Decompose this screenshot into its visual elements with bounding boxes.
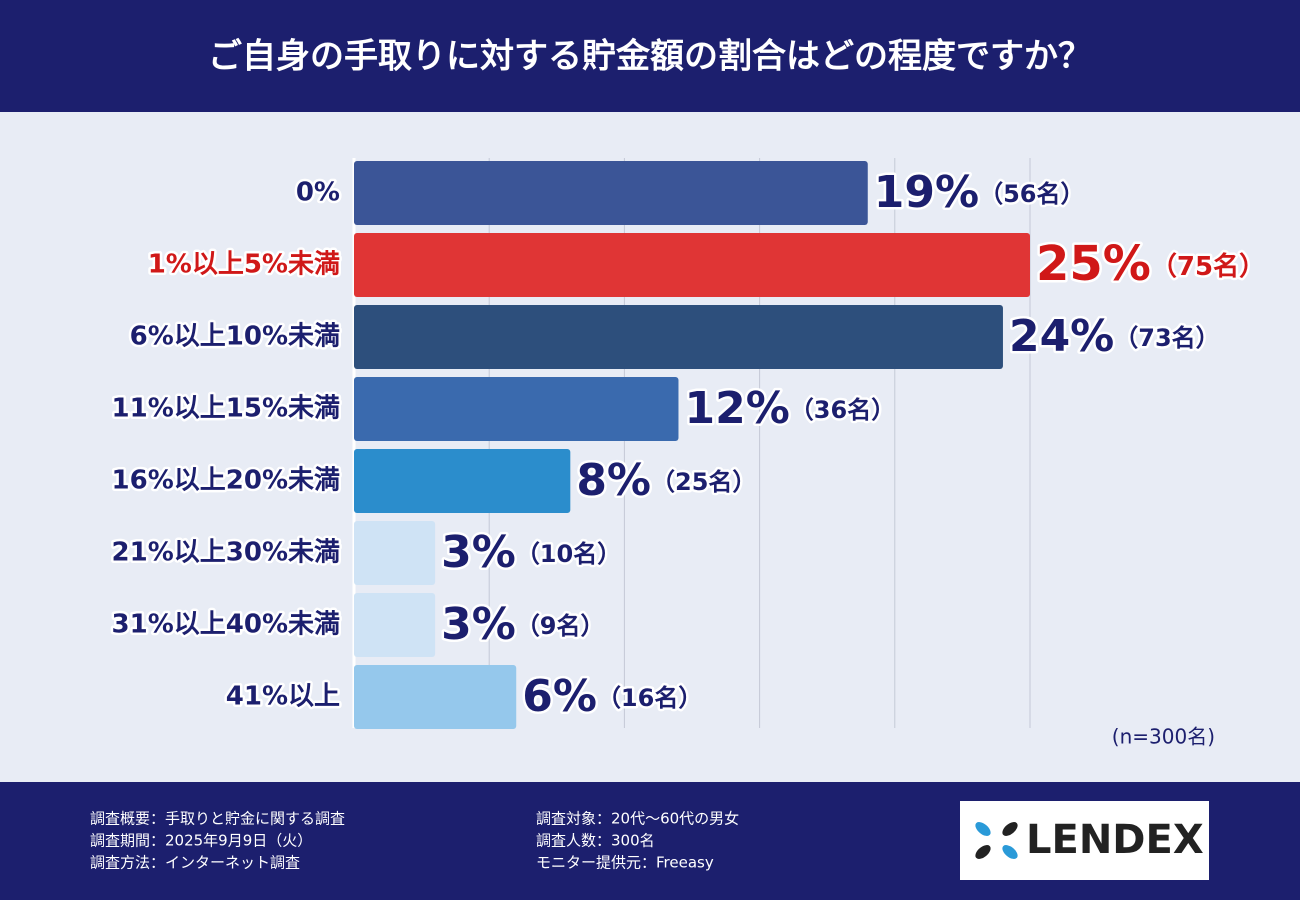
bar [354, 665, 517, 729]
value-label: 3%（10名） [441, 527, 621, 578]
category-label: 1%以上5%未満 [148, 250, 340, 280]
count-label: （10名） [516, 540, 621, 568]
bar [354, 593, 436, 657]
footer-text: 調査方法：インターネット調査 [90, 854, 300, 872]
footer-text: モニター提供元：Freeasy [536, 854, 714, 872]
value-label: 6%（16名） [522, 671, 702, 722]
count-label: （9名） [516, 612, 605, 640]
category-label: 0% [296, 178, 340, 208]
logo-icon [975, 822, 1018, 859]
percent-label: 19% [874, 167, 979, 218]
bar [354, 305, 1003, 369]
header-band [0, 0, 1300, 112]
footer-text: 調査概要：手取りと貯金に関する調査 [90, 810, 345, 828]
percent-label: 8% [576, 455, 651, 506]
bar [354, 377, 679, 441]
sample-note: (n=300名) [1112, 725, 1215, 749]
category-label: 31%以上40%未満 [112, 610, 340, 640]
bar [354, 233, 1030, 297]
bar [354, 449, 571, 513]
footer-text: 調査対象：20代～60代の男女 [536, 810, 739, 828]
count-label: （25名） [651, 468, 756, 496]
category-label: 16%以上20%未満 [112, 466, 340, 496]
value-label: 25%（75名） [1036, 236, 1265, 292]
value-label: 24%（73名） [1009, 311, 1220, 362]
count-label: （75名） [1151, 251, 1265, 282]
percent-label: 3% [441, 527, 516, 578]
value-label: 12%（36名） [684, 383, 895, 434]
percent-label: 25% [1036, 236, 1151, 292]
footer-text: 調査期間：2025年9月9日（火） [90, 832, 312, 850]
value-label: 3%（9名） [441, 599, 604, 650]
logo-text: LENDEX [1026, 817, 1204, 863]
percent-label: 3% [441, 599, 516, 650]
count-label: （16名） [597, 684, 702, 712]
bar [354, 161, 868, 225]
count-label: （73名） [1114, 324, 1219, 352]
count-label: （56名） [979, 180, 1084, 208]
category-label: 21%以上30%未満 [112, 538, 340, 568]
bar [354, 521, 436, 585]
percent-label: 12% [684, 383, 789, 434]
count-label: （36名） [790, 396, 895, 424]
value-label: 8%（25名） [576, 455, 756, 506]
footer-text: 調査人数：300名 [536, 832, 655, 850]
percent-label: 24% [1009, 311, 1114, 362]
value-label: 19%（56名） [874, 167, 1085, 218]
chart-title: ご自身の手取りに対する貯金額の割合はどの程度ですか？ [208, 37, 1092, 77]
logo-box [960, 801, 1209, 880]
category-label: 41%以上 [226, 682, 340, 712]
percent-label: 6% [522, 671, 597, 722]
category-label: 6%以上10%未満 [130, 322, 340, 352]
category-label: 11%以上15%未満 [112, 394, 340, 424]
